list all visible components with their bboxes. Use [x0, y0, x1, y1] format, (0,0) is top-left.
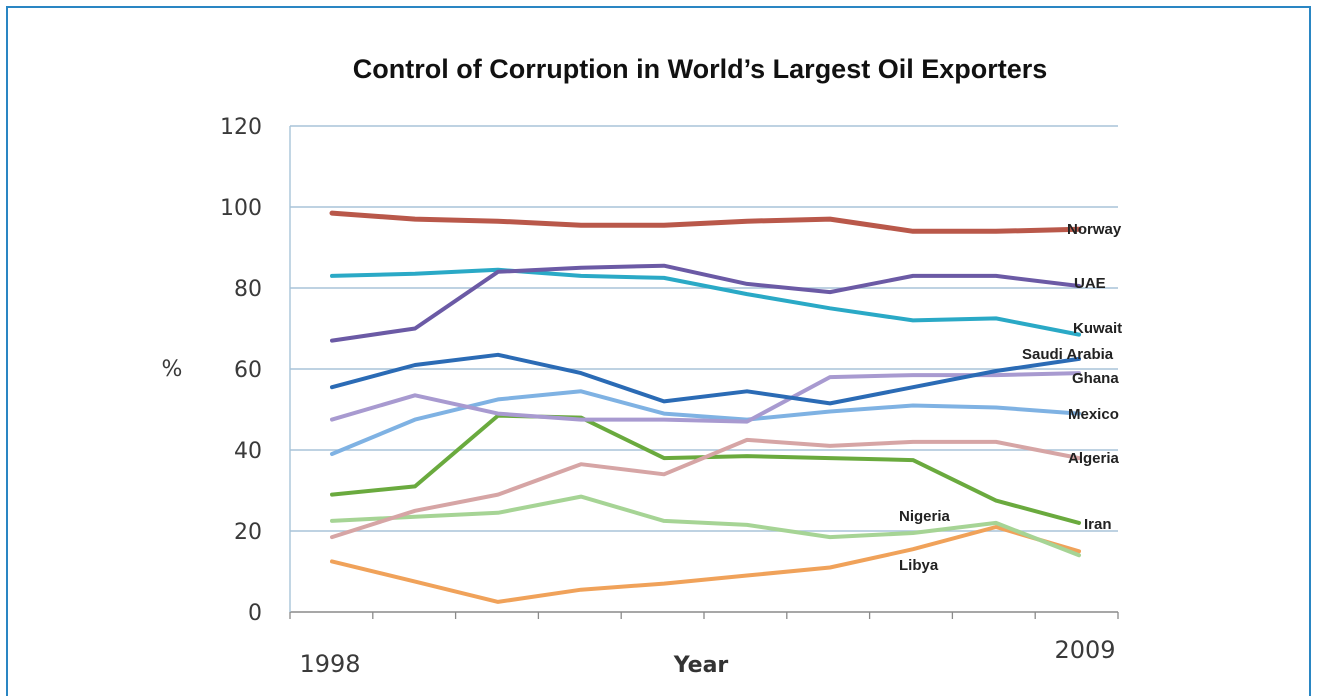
- y-tick-label: 80: [234, 277, 262, 302]
- series-label-iran: Iran: [1084, 516, 1112, 533]
- y-tick-label: 120: [220, 115, 262, 140]
- series-label-mexico: Mexico: [1068, 406, 1119, 423]
- y-axis-ticks: 0 20 40 60 80 100 120: [220, 115, 262, 626]
- series-label-libya: Libya: [899, 557, 939, 574]
- series-label-ghana: Ghana: [1072, 370, 1119, 387]
- series-line-kuwait: [330, 267, 1081, 337]
- series-label-kuwait: Kuwait: [1073, 320, 1122, 337]
- series-lines: [329, 210, 1082, 604]
- y-tick-label: 60: [234, 358, 262, 383]
- y-tick-label: 40: [234, 439, 262, 464]
- y-axis-label: %: [162, 357, 183, 382]
- x-tick-label-start: 1998: [299, 650, 360, 678]
- series-line-norway: [329, 210, 1082, 234]
- series-line-libya: [330, 525, 1081, 604]
- series-label-saudi-arabia: Saudi Arabia: [1022, 346, 1114, 363]
- series-line-algeria: [330, 437, 1081, 540]
- series-line-nigeria: [330, 494, 1081, 558]
- series-line-saudi-arabia: [330, 352, 1081, 406]
- line-chart: Control of Corruption in World’s Largest…: [162, 54, 1123, 678]
- series-line-mexico: [330, 389, 1081, 456]
- gridlines: [290, 125, 1118, 532]
- chart-frame: [6, 6, 1311, 696]
- y-tick-label: 0: [248, 601, 262, 626]
- series-label-norway: Norway: [1067, 221, 1122, 238]
- series-line-uae: [330, 263, 1081, 343]
- y-tick-label: 20: [234, 520, 262, 545]
- y-tick-label: 100: [220, 196, 262, 221]
- series-label-nigeria: Nigeria: [899, 508, 951, 525]
- x-axis: [289, 126, 1119, 619]
- series-label-uae: UAE: [1074, 275, 1106, 292]
- series-labels: Norway UAE Kuwait Saudi Arabia Ghana Mexico Al…: [899, 221, 1122, 574]
- series-line-ghana: [330, 371, 1081, 424]
- x-axis-label: Year: [673, 653, 729, 678]
- series-label-algeria: Algeria: [1068, 450, 1120, 467]
- x-tick-label-end: 2009: [1054, 636, 1115, 664]
- chart-title: Control of Corruption in World’s Largest…: [353, 54, 1048, 84]
